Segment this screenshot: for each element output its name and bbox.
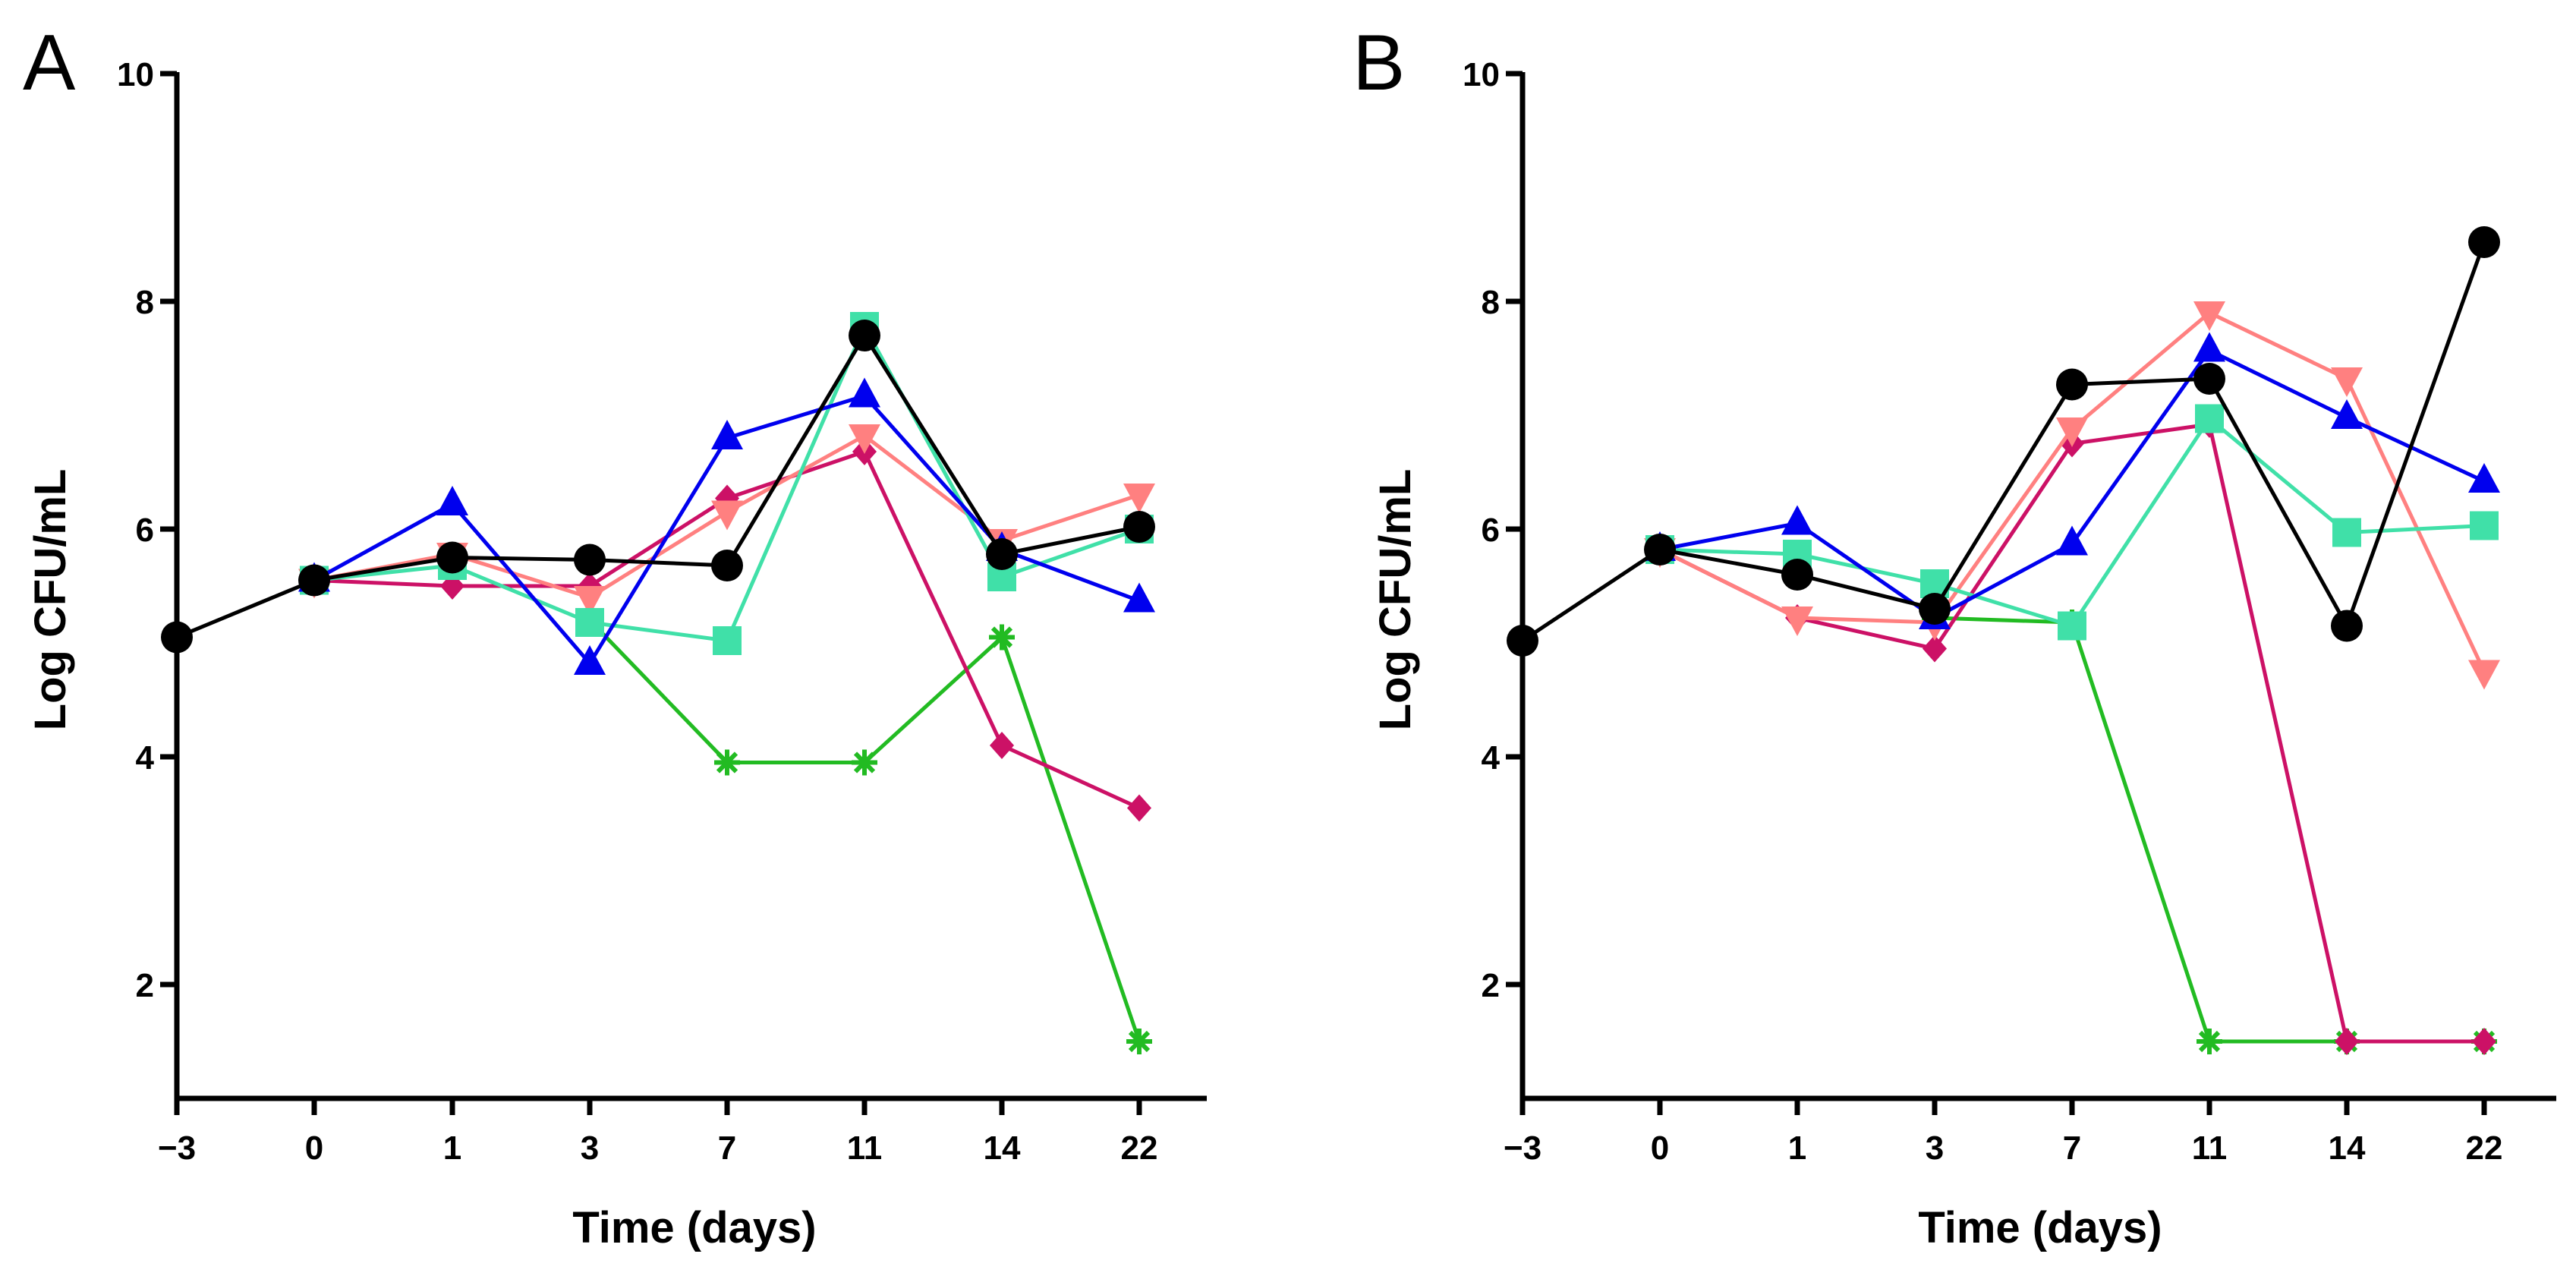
data-point-green-a <box>852 749 877 776</box>
x-tick-label-a: 22 <box>1121 1129 1158 1167</box>
data-point-blue-b <box>2468 463 2500 493</box>
data-point-black-b <box>1507 625 1538 657</box>
series-line-aqua-a <box>313 324 1140 643</box>
data-point-black-b <box>1644 534 1676 566</box>
data-point-black-b <box>2468 226 2500 258</box>
y-tick-label-b: 6 <box>1482 512 1500 549</box>
y-tick-label-a: 6 <box>136 512 154 549</box>
data-point-aqua-b <box>2470 511 2499 540</box>
data-point-aqua-a <box>575 608 604 637</box>
data-point-black-b <box>1919 593 1951 625</box>
x-tick-label-b: 14 <box>2329 1129 2366 1167</box>
data-point-crimson-b <box>1923 635 1947 663</box>
y-tick-label-a: 10 <box>117 56 154 93</box>
data-point-blue-a <box>436 486 468 515</box>
data-point-black-b <box>1781 559 1813 591</box>
x-tick-label-b: 0 <box>1651 1129 1669 1167</box>
x-tick-label-b: 11 <box>2192 1129 2228 1167</box>
data-point-green-b <box>2197 1029 2222 1054</box>
data-point-salmon-a <box>849 424 880 454</box>
panel-b: B Log CFU/mL Time (days) 2 4 6 8 10 −3 0 1 3 7 11 1… <box>1353 19 2556 1252</box>
x-axis-title-a: Time (days) <box>572 1203 816 1252</box>
data-point-black-a <box>574 543 606 576</box>
data-point-black-a <box>436 541 468 574</box>
x-tick-label-b: 3 <box>1926 1129 1944 1167</box>
data-point-black-a <box>849 320 880 351</box>
series-green-b <box>1922 605 2497 1054</box>
data-point-crimson-a <box>1127 794 1151 822</box>
data-point-salmon-a <box>574 586 606 616</box>
panel-a: A Log CFU/mL Time (days) 2 4 6 8 10 −3 0 1 3 7 11 1… <box>23 19 1207 1252</box>
x-tick-label-a: 14 <box>984 1129 1021 1167</box>
x-tick-label-a: 1 <box>443 1129 461 1167</box>
data-point-green-a <box>1126 1029 1152 1054</box>
data-point-black-a <box>986 538 1018 570</box>
y-tick-label-b: 8 <box>1482 284 1500 321</box>
data-point-black-b <box>2193 363 2225 395</box>
data-point-blue-a <box>711 420 743 449</box>
data-point-aqua-b <box>2195 404 2224 433</box>
data-point-crimson-a <box>990 732 1014 759</box>
y-tick-label-b: 10 <box>1463 56 1500 93</box>
x-tick-label-a: 3 <box>581 1129 599 1167</box>
series-aqua-a <box>300 312 1154 655</box>
data-point-green-a <box>714 749 740 776</box>
y-tick-label-b: 4 <box>1482 739 1501 777</box>
data-point-salmon-b <box>2056 417 2088 447</box>
x-tick-label-b: 7 <box>2063 1129 2081 1167</box>
data-point-black-b <box>2331 610 2363 642</box>
series-line-crimson-b <box>1658 422 2484 1044</box>
series-black-b <box>1507 226 2500 657</box>
data-point-blue-b <box>2056 525 2088 556</box>
data-point-black-a <box>161 621 193 654</box>
data-point-black-a <box>298 564 330 597</box>
panel-label-a: A <box>23 19 76 107</box>
data-point-black-b <box>2056 368 2088 401</box>
y-tick-label-a: 2 <box>136 967 154 1004</box>
data-point-aqua-b <box>2058 611 2086 641</box>
x-tick-label-b: −3 <box>1504 1129 1542 1167</box>
x-tick-label-b: 22 <box>2466 1129 2503 1167</box>
x-tick-label-a: −3 <box>158 1129 196 1167</box>
series-line-black-b <box>1521 241 2486 643</box>
y-axis-title-b: Log CFU/mL <box>1371 469 1420 731</box>
data-point-salmon-b <box>2468 660 2500 690</box>
data-point-blue-a <box>1123 582 1155 613</box>
x-tick-label-b: 1 <box>1788 1129 1806 1167</box>
data-point-salmon-b <box>1781 606 1813 636</box>
data-point-salmon-b <box>2331 367 2363 397</box>
data-point-black-a <box>711 550 743 581</box>
x-tick-label-a: 7 <box>718 1129 736 1167</box>
data-point-salmon-a <box>1123 484 1155 513</box>
data-point-salmon-b <box>2193 301 2225 331</box>
data-point-green-a <box>989 624 1015 651</box>
data-point-blue-a <box>849 377 880 408</box>
series-line-green-b <box>1934 616 2484 1044</box>
panel-label-b: B <box>1353 19 1405 107</box>
y-tick-label-a: 8 <box>136 284 154 321</box>
data-point-aqua-b <box>2332 518 2361 547</box>
data-point-crimson-b <box>2472 1028 2496 1055</box>
x-axis-title-b: Time (days) <box>1918 1203 2162 1252</box>
series-crimson-b <box>1648 411 2496 1055</box>
data-point-blue-b <box>2331 399 2363 429</box>
series-line-green-a <box>588 619 1142 1042</box>
series-line-black-a <box>176 333 1140 639</box>
series-black-a <box>161 320 1155 654</box>
data-point-blue-b <box>1781 505 1813 535</box>
y-tick-label-b: 2 <box>1482 967 1500 1004</box>
y-axis-title-a: Log CFU/mL <box>26 469 75 731</box>
data-point-salmon-a <box>711 500 743 531</box>
x-tick-label-a: 0 <box>305 1129 323 1167</box>
data-point-black-a <box>1123 511 1155 543</box>
data-point-aqua-a <box>713 626 742 655</box>
series-green-a <box>577 607 1152 1054</box>
y-tick-label-a: 4 <box>136 739 155 777</box>
x-tick-label-a: 11 <box>847 1129 883 1167</box>
data-point-crimson-b <box>2335 1028 2359 1055</box>
data-point-blue-b <box>2193 332 2225 362</box>
data-point-blue-a <box>574 645 606 675</box>
